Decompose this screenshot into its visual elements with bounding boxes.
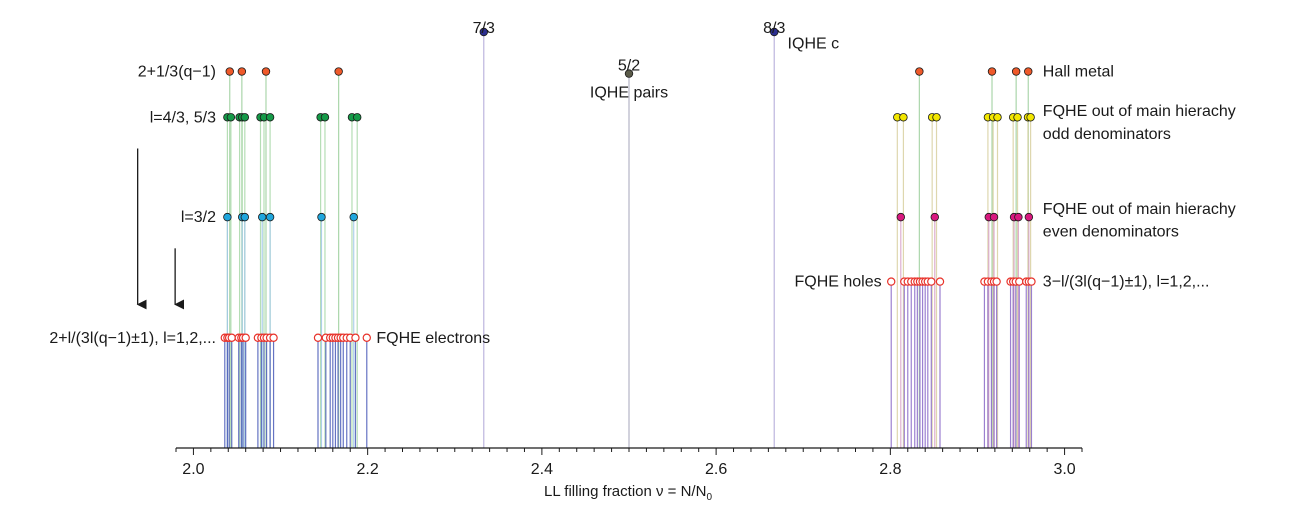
data-point bbox=[258, 212, 267, 222]
annotation-label: 8/3 bbox=[763, 20, 785, 37]
data-point bbox=[896, 212, 905, 222]
data-point bbox=[320, 113, 330, 122]
data-point bbox=[932, 113, 941, 122]
x-axis-label-subscript: 0 bbox=[706, 492, 712, 503]
annotation-label: FQHE electrons bbox=[376, 330, 490, 347]
data-point-open bbox=[935, 277, 945, 286]
data-point-open bbox=[313, 333, 323, 342]
data-point-open bbox=[927, 277, 936, 286]
data-point-open bbox=[227, 333, 236, 342]
annotation-label: FQHE out of main hierachy bbox=[1043, 103, 1236, 120]
data-point-open bbox=[1015, 277, 1024, 286]
data-point-open bbox=[887, 277, 896, 286]
data-point bbox=[353, 113, 362, 122]
data-point-open bbox=[269, 333, 278, 342]
annotation-label: FQHE out of main hierachy bbox=[1043, 201, 1236, 218]
data-point bbox=[1024, 67, 1033, 76]
data-point bbox=[225, 67, 234, 76]
x-tick-label: 3.0 bbox=[1053, 461, 1075, 478]
data-point-open bbox=[1027, 277, 1036, 286]
row-label: l=4/3, 5/3 bbox=[150, 109, 216, 126]
stem-layer bbox=[224, 32, 1033, 448]
x-axis: 2.0 2.2 2.4 2.6 2.8 3.0 bbox=[175, 447, 1083, 478]
annotation-label: odd denominators bbox=[1043, 126, 1171, 143]
data-point-open bbox=[992, 277, 1001, 286]
data-point bbox=[226, 113, 236, 122]
point-layer bbox=[220, 27, 1036, 342]
data-point bbox=[334, 67, 343, 76]
data-point-open bbox=[241, 333, 250, 342]
x-tick-label: 2.4 bbox=[531, 461, 553, 478]
row-label: 2+l/(3l(q−1)±1), l=1,2,... bbox=[49, 330, 216, 347]
data-point bbox=[993, 113, 1002, 122]
row-label: 2+1/3(q−1) bbox=[138, 64, 216, 81]
data-point bbox=[930, 212, 939, 222]
annotation-label: 5/2 bbox=[618, 57, 640, 74]
x-tick-label: 2.6 bbox=[705, 461, 727, 478]
data-point bbox=[915, 67, 924, 76]
data-point bbox=[1013, 113, 1022, 122]
row-label: l=3/2 bbox=[181, 209, 216, 226]
data-point bbox=[624, 69, 634, 78]
annotation-label: FQHE holes bbox=[794, 274, 881, 291]
data-point bbox=[265, 212, 275, 222]
data-point-open bbox=[351, 333, 360, 342]
annotation-label: 7/3 bbox=[473, 20, 495, 37]
data-point bbox=[1011, 67, 1021, 76]
data-point bbox=[349, 212, 358, 222]
data-point bbox=[240, 212, 250, 222]
data-point bbox=[1014, 212, 1023, 222]
x-tick-label: 2.0 bbox=[182, 461, 204, 478]
x-tick-label: 2.2 bbox=[357, 461, 379, 478]
data-point bbox=[265, 113, 275, 122]
data-point bbox=[223, 212, 232, 222]
data-point bbox=[1024, 212, 1034, 222]
annotation-layer: 2+1/3(q−1) l=4/3, 5/3 l=3/2 2+l/(3l(q−1)±1)… bbox=[49, 20, 1235, 347]
data-point bbox=[317, 212, 326, 222]
data-point bbox=[261, 67, 271, 76]
data-point bbox=[240, 113, 250, 122]
annotation-label: even denominators bbox=[1043, 224, 1179, 241]
data-point bbox=[989, 212, 999, 222]
x-tick-label: 2.8 bbox=[879, 461, 901, 478]
data-point bbox=[237, 67, 247, 76]
annotation-label: Hall metal bbox=[1043, 64, 1114, 81]
annotation-label: 3−l/(3l(q−1)±1), l=1,2,... bbox=[1043, 274, 1210, 291]
data-point bbox=[479, 27, 488, 37]
data-point bbox=[770, 27, 779, 37]
data-point bbox=[1026, 113, 1035, 122]
data-point bbox=[987, 67, 997, 76]
annotation-label: IQHE pairs bbox=[590, 84, 668, 101]
x-axis-label: LL filling fraction ν = N/N0 bbox=[544, 483, 712, 503]
annotation-label: IQHE c bbox=[788, 36, 840, 53]
data-point bbox=[899, 113, 908, 122]
data-point-open bbox=[362, 333, 371, 342]
